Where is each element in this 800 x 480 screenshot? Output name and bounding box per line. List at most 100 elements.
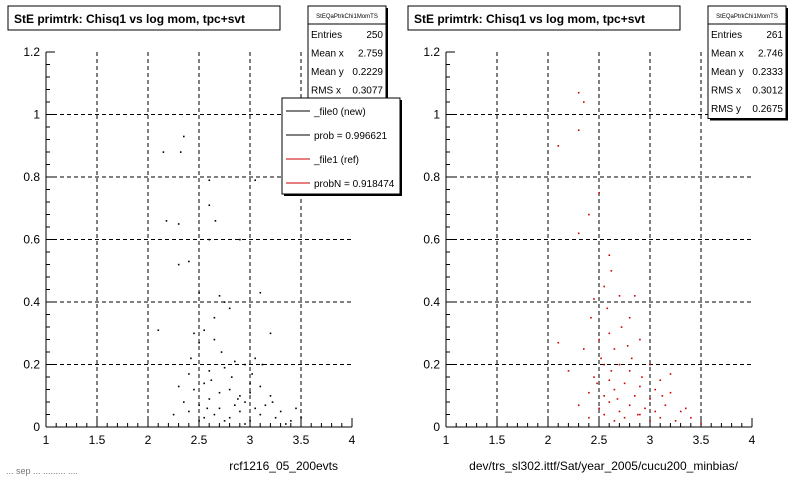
- x-tick-label: 3: [647, 433, 654, 447]
- data-point: [659, 416, 662, 419]
- data-point: [593, 298, 595, 300]
- data-point: [183, 401, 185, 403]
- data-point: [269, 395, 272, 397]
- x-axis-label: rcf1216_05_200evts: [229, 459, 338, 473]
- data-point: [639, 385, 641, 388]
- data-points: [157, 135, 302, 425]
- data-point: [598, 407, 600, 410]
- data-point: [261, 363, 264, 366]
- stats-label: RMS x: [711, 86, 741, 97]
- y-tick-label: 1.2: [23, 45, 40, 59]
- data-point: [239, 238, 241, 241]
- stats-box: StEQaPtrkChi1MomTS Entries 261 Mean x 2.746 M…: [707, 5, 788, 121]
- data-point: [639, 338, 641, 341]
- data-point: [300, 416, 302, 419]
- data-point: [198, 341, 200, 344]
- stats-box: StEQaPtrkChi1MomTS Entries 250 Mean x 2.759 M…: [307, 5, 388, 102]
- data-point: [618, 363, 621, 366]
- data-point: [661, 395, 664, 397]
- chart-title-box: StE primtrk: Chisq1 vs log mom, tpc+svt: [407, 5, 681, 31]
- data-point: [237, 398, 239, 400]
- data-point: [251, 373, 253, 375]
- data-point: [259, 385, 262, 388]
- stats-value: 261: [766, 30, 783, 41]
- stats-value: 0.2333: [752, 67, 783, 78]
- x-tick-label: 3: [247, 433, 254, 447]
- x-tick-label: 2: [145, 433, 152, 447]
- data-point: [223, 366, 226, 369]
- data-point: [620, 326, 623, 328]
- stats-label: Entries: [311, 30, 342, 41]
- data-point: [577, 91, 580, 94]
- stats-label: Mean x: [711, 49, 744, 60]
- stats-value: 2.746: [758, 49, 783, 60]
- stats-value: 0.2675: [752, 104, 783, 115]
- data-point: [290, 420, 292, 422]
- stats-box-title: StEQaPtrkChi1MomTS: [716, 14, 778, 20]
- data-point: [218, 407, 221, 410]
- data-point: [588, 213, 590, 216]
- data-point: [608, 379, 611, 382]
- stats-label: Entries: [711, 30, 742, 41]
- legend-label: _file0 (new): [313, 107, 366, 118]
- data-point: [214, 220, 217, 222]
- data-point: [208, 179, 211, 182]
- x-tick-label: 1: [443, 433, 450, 447]
- x-tick-label: 2: [545, 433, 552, 447]
- data-point: [610, 270, 613, 272]
- data-point: [613, 348, 616, 350]
- chart-panel-1: StE primtrk: Chisq1 vs log mom, tpc+svt 1…: [7, 5, 402, 473]
- data-point: [213, 413, 216, 416]
- data-point: [177, 263, 180, 266]
- data-point: [183, 135, 185, 138]
- legend-label: probN = 0.918474: [314, 179, 395, 190]
- chart-title-box: StE primtrk: Chisq1 vs log mom, tpc+svt: [7, 5, 281, 31]
- data-points: [557, 91, 702, 425]
- data-point: [165, 220, 168, 222]
- data-point: [630, 357, 633, 360]
- data-point: [664, 404, 667, 407]
- stats-value: 250: [366, 30, 383, 41]
- x-tick-label: 1: [43, 433, 50, 447]
- data-point: [208, 238, 211, 241]
- data-point: [674, 420, 677, 422]
- data-point: [269, 332, 272, 335]
- data-point: [654, 388, 656, 391]
- data-point: [244, 423, 246, 425]
- data-point: [198, 420, 200, 422]
- data-point: [626, 345, 629, 347]
- data-point: [567, 370, 570, 372]
- data-point: [608, 254, 611, 257]
- data-point: [254, 357, 256, 360]
- legend-frame: [281, 97, 401, 195]
- data-point: [213, 316, 216, 319]
- data-point: [220, 351, 223, 353]
- title-frame: [7, 5, 281, 31]
- stats-label: Mean x: [311, 49, 344, 60]
- data-point: [623, 416, 626, 419]
- data-point: [603, 363, 605, 366]
- data-point: [254, 407, 256, 410]
- data-point: [223, 301, 226, 303]
- data-point: [264, 404, 267, 407]
- data-point: [249, 420, 251, 422]
- x-axis-label: dev/trs_sl302.ittf/Sat/year_2005/cucu200…: [469, 459, 738, 473]
- data-point: [600, 357, 602, 360]
- stats-box-title: StEQaPtrkChi1MomTS: [316, 14, 378, 20]
- data-point: [210, 379, 213, 382]
- data-point: [613, 388, 616, 391]
- data-point: [228, 307, 231, 310]
- x-tick-label: 4: [349, 433, 356, 447]
- data-point: [274, 416, 277, 419]
- data-point: [654, 410, 656, 413]
- x-tick-label: 3.5: [293, 433, 310, 447]
- data-point: [234, 360, 236, 363]
- data-point: [637, 413, 639, 416]
- data-point: [618, 410, 621, 413]
- chart-title: StE primtrk: Chisq1 vs log mom, tpc+svt: [14, 12, 245, 26]
- data-point: [613, 420, 616, 422]
- data-point: [203, 382, 205, 385]
- data-point: [259, 291, 262, 294]
- data-point: [628, 370, 631, 372]
